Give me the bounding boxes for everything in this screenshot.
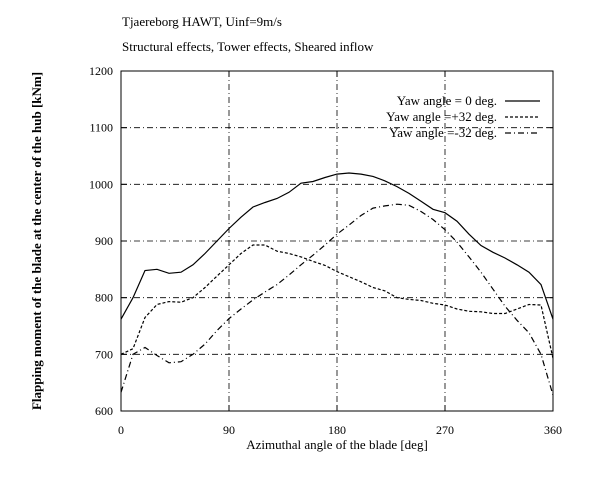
y-tick-label: 700: [95, 347, 113, 361]
y-tick-label: 1000: [89, 177, 113, 191]
x-tick-label: 270: [436, 423, 454, 437]
x-tick-labels: 0 90 180 270 360: [118, 423, 562, 437]
y-tick-label: 900: [95, 234, 113, 248]
y-tick-label: 800: [95, 291, 113, 305]
x-tick-label: 90: [223, 423, 235, 437]
legend: Yaw angle = 0 deg.Yaw angle =+32 deg.Yaw…: [386, 93, 540, 140]
chart-title: Tjaereborg HAWT, Uinf=9m/s: [122, 14, 282, 29]
legend-label: Yaw angle =-32 deg.: [389, 125, 497, 140]
y-tick-labels: 600 700 800 900 1000 1100 1200: [89, 64, 113, 418]
series-lines: [120, 172, 554, 396]
legend-label: Yaw angle = 0 deg.: [397, 93, 497, 108]
x-tick-label: 360: [544, 423, 562, 437]
y-tick-label: 600: [95, 404, 113, 418]
series-line-3: [120, 203, 554, 396]
series-line-2: [120, 244, 554, 359]
legend-label: Yaw angle =+32 deg.: [386, 109, 497, 124]
x-tick-label: 180: [328, 423, 346, 437]
x-axis-label: Azimuthal angle of the blade [deg]: [246, 437, 428, 452]
y-tick-label: 1100: [89, 121, 113, 135]
x-tick-label: 0: [118, 423, 124, 437]
y-axis-label: Flapping moment of the blade at the cent…: [29, 72, 44, 410]
y-tick-label: 1200: [89, 64, 113, 78]
grid: [120, 70, 554, 412]
plot-frame: [120, 70, 554, 412]
chart-subtitle: Structural effects, Tower effects, Shear…: [122, 39, 374, 54]
series-line-1: [120, 172, 554, 320]
